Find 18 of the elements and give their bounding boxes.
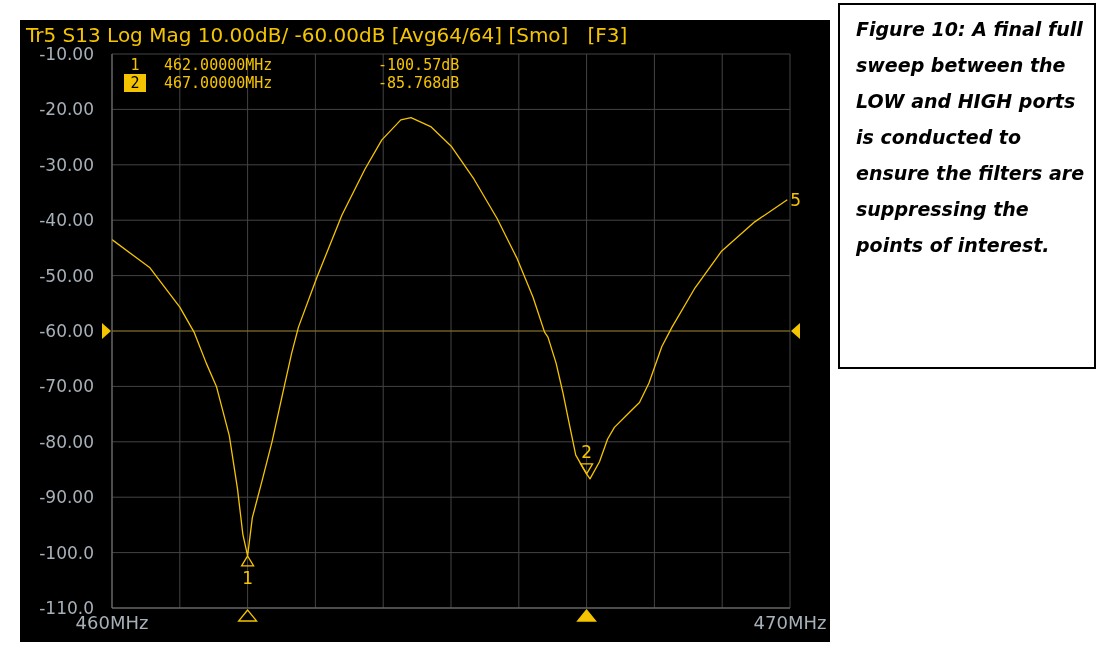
y-tick-label: -90.00 — [39, 487, 94, 508]
text: 2 467.00000MHz -85.768dB — [130, 74, 460, 92]
y-tick-label: -60.00 — [39, 321, 94, 342]
y-tick-label: -50.00 — [39, 265, 94, 286]
y-tick-label: -30.00 — [39, 154, 94, 175]
y-tick-label: -100.0 — [39, 542, 94, 563]
y-tick-label: -10.00 — [39, 44, 94, 65]
y-tick-label: -40.00 — [39, 210, 94, 231]
y-tick-label: -20.00 — [39, 99, 94, 120]
y-tick-label: -80.00 — [39, 431, 94, 452]
x-tick-label: 470MHz — [753, 611, 827, 633]
chart-title: Tr5 S13 Log Mag 10.00dB/ -60.00dB [Avg64/64] [Smo] [F3] — [26, 23, 628, 47]
annotation: 2 — [581, 441, 593, 462]
annotation: 5 — [790, 189, 802, 210]
annotation: 1 — [242, 567, 254, 588]
text: 1 462.00000MHz -100.57dB — [130, 56, 460, 74]
caption: Figure 10: A final full sweep between the LOW and HIGH ports is conducted to ensure the filters are suppressing the points of interest. — [838, 3, 1096, 369]
y-tick-label: -70.00 — [39, 376, 94, 397]
